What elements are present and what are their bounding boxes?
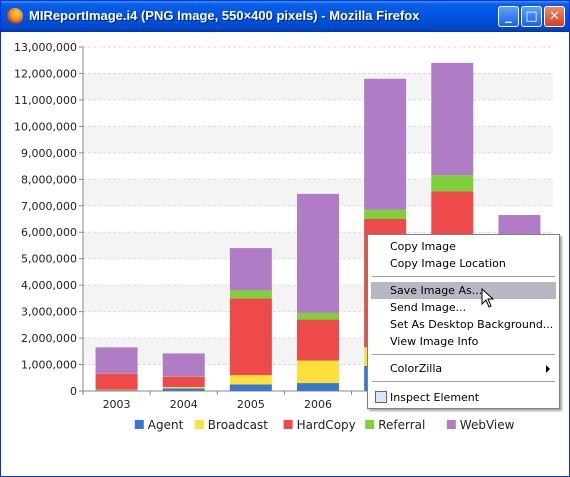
bar-segment-broadcast (95, 389, 138, 391)
legend-swatch-agent (134, 420, 144, 429)
legend-label-broadcast: Broadcast (208, 418, 268, 432)
maximize-button[interactable]: □ (521, 6, 542, 27)
submenu-arrow-icon (546, 365, 550, 373)
bar-segment-hardcopy (297, 319, 339, 361)
grid-band (83, 73, 553, 100)
x-tick-label: 2005 (237, 398, 265, 411)
legend-swatch-hardcopy (283, 420, 293, 429)
x-tick-label: 2003 (103, 398, 131, 411)
bar-segment-agent (229, 384, 272, 391)
legend-label-agent: Agent (148, 418, 184, 432)
y-tick-label: 4,000,000 (21, 279, 77, 292)
x-tick-label: 2006 (304, 398, 332, 411)
bar-segment-referral (297, 312, 339, 320)
bar-segment-webview (364, 78, 407, 210)
x-tick-label: 2004 (170, 398, 198, 411)
menu-item-send-image[interactable]: Send Image... (390, 301, 467, 314)
y-tick-label: 7,000,000 (21, 200, 77, 213)
grid-band (83, 126, 553, 153)
bar-segment-referral (162, 376, 205, 377)
window-title: MIReportImage.i4 (PNG Image, 550×400 pix… (29, 8, 420, 23)
menu-separator (372, 381, 555, 382)
bar-segment-agent (297, 383, 339, 391)
y-tick-label: 9,000,000 (21, 147, 77, 160)
y-tick-label: 5,000,000 (21, 253, 77, 266)
menu-separator (372, 354, 555, 355)
bar-segment-webview (162, 353, 205, 377)
menu-item-save-image-as[interactable]: Save Image As... (371, 282, 556, 299)
menu-item-view-image-info[interactable]: View Image Info (390, 335, 479, 348)
legend-swatch-referral (365, 420, 375, 429)
y-tick-label: 2,000,000 (21, 332, 77, 345)
legend-label-hardcopy: HardCopy (297, 418, 356, 432)
menu-item-set-as-desktop-background[interactable]: Set As Desktop Background... (390, 318, 554, 331)
y-tick-label: 11,000,000 (14, 94, 77, 107)
bar-segment-hardcopy (95, 373, 138, 390)
minimize-button[interactable]: _ (498, 6, 519, 27)
legend-swatch-broadcast (194, 420, 204, 429)
legend-label-webview: WebView (460, 418, 515, 432)
bar-segment-webview (297, 193, 339, 313)
bar-segment-hardcopy (229, 298, 272, 376)
y-tick-label: 12,000,000 (14, 67, 77, 80)
bar-segment-referral (229, 290, 272, 299)
menu-item-colorzilla-label: ColorZilla (390, 362, 443, 375)
y-tick-label: 8,000,000 (21, 173, 77, 186)
close-button[interactable]: ✕ (544, 6, 565, 27)
y-tick-label: 13,000,000 (14, 41, 77, 54)
bar-segment-webview (229, 248, 272, 291)
mouse-pointer-icon (481, 288, 495, 308)
bar-segment-webview (431, 62, 474, 176)
y-tick-label: 0 (70, 385, 77, 398)
bar-segment-agent (95, 390, 138, 391)
menu-item-copy-image[interactable]: Copy Image (390, 240, 456, 253)
y-tick-label: 10,000,000 (14, 120, 77, 133)
bar-segment-referral (431, 175, 474, 192)
bar-segment-webview (95, 347, 138, 374)
title-bar[interactable]: MIReportImage.i4 (PNG Image, 550×400 pix… (1, 1, 569, 32)
y-tick-label: 1,000,000 (21, 359, 77, 372)
y-tick-label: 6,000,000 (21, 226, 77, 239)
menu-item-inspect-element-label: Inspect Element (390, 391, 480, 404)
bar-segment-broadcast (162, 387, 205, 389)
bar-segment-hardcopy (162, 376, 205, 388)
context-menu: Copy Image Copy Image Location Save Imag… (367, 234, 560, 409)
menu-item-inspect-element[interactable]: Inspect Element (371, 389, 556, 406)
legend-label-referral: Referral (378, 418, 425, 432)
bar-segment-broadcast (229, 375, 272, 385)
bar-segment-agent (162, 388, 205, 391)
menu-item-colorzilla[interactable]: ColorZilla (371, 360, 556, 377)
bar-segment-referral (364, 209, 407, 219)
inspect-icon (375, 391, 387, 403)
bar-segment-broadcast (297, 360, 339, 384)
y-tick-label: 3,000,000 (21, 306, 77, 319)
menu-item-copy-image-location[interactable]: Copy Image Location (390, 257, 506, 270)
legend-swatch-webview (446, 420, 456, 429)
firefox-icon (7, 8, 23, 24)
menu-separator (372, 276, 555, 277)
